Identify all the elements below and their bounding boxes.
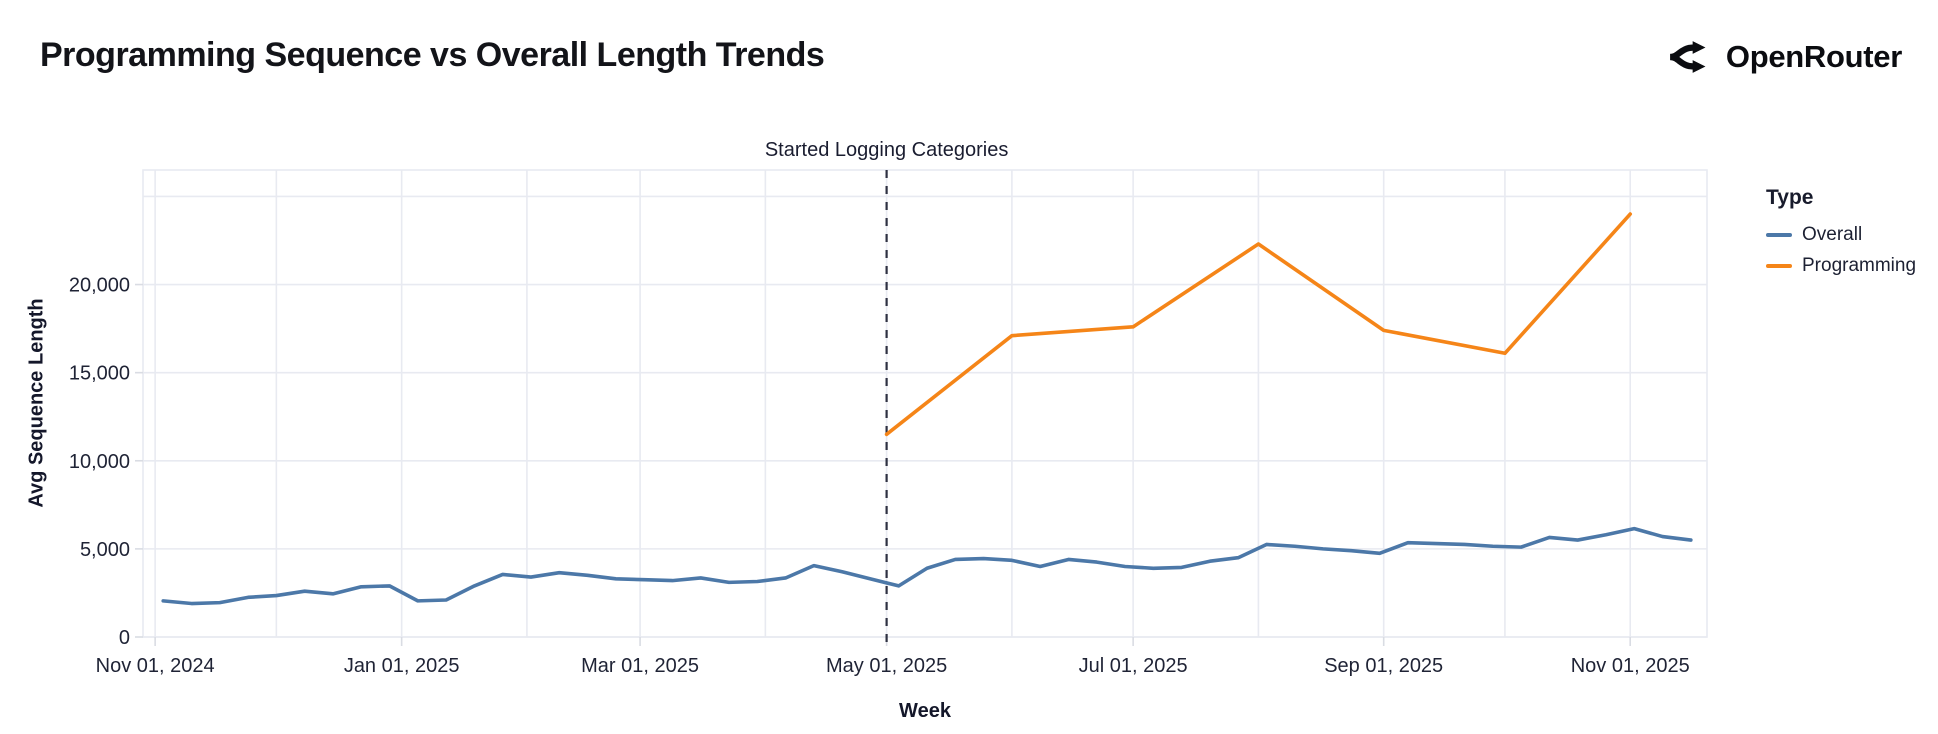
x-tick-label: Mar 01, 2025 <box>581 655 699 677</box>
x-tick-label: May 01, 2025 <box>826 655 947 677</box>
y-tick-label: 15,000 <box>69 363 130 385</box>
legend-title: Type <box>1766 186 1814 209</box>
y-tick-label: 0 <box>119 627 130 649</box>
overall-line-swatch <box>1766 233 1792 237</box>
x-tick-label: Nov 01, 2025 <box>1571 655 1690 677</box>
x-axis-title: Week <box>899 700 951 722</box>
x-tick-label: Jul 01, 2025 <box>1079 655 1188 677</box>
legend-entry-overall: Overall <box>1766 224 1916 246</box>
legend-entry-programming: Programming <box>1766 255 1916 277</box>
openrouter-icon <box>1669 41 1706 73</box>
legend: Type Overall Programming <box>1766 186 1916 286</box>
y-tick-label: 5,000 <box>80 539 130 561</box>
brand-name: OpenRouter <box>1725 39 1902 74</box>
legend-label: Programming <box>1802 255 1917 276</box>
x-tick-label: Jan 01, 2025 <box>344 655 460 677</box>
series-line-overall <box>161 526 1693 606</box>
programming-line-swatch <box>1766 264 1792 268</box>
x-tick-label: Nov 01, 2024 <box>96 655 215 677</box>
x-tick-label: Sep 01, 2025 <box>1324 655 1443 677</box>
y-tick-label: 10,000 <box>69 451 130 473</box>
page-title: Programming Sequence vs Overall Length T… <box>40 36 825 74</box>
series-line-programming <box>884 212 1633 437</box>
annotation-label: Started Logging Categories <box>764 139 1009 161</box>
y-tick-label: 20,000 <box>69 275 130 297</box>
plot-border <box>142 169 1708 638</box>
legend-label: Overall <box>1802 224 1863 245</box>
brand-logo: OpenRouter <box>1666 34 1902 80</box>
